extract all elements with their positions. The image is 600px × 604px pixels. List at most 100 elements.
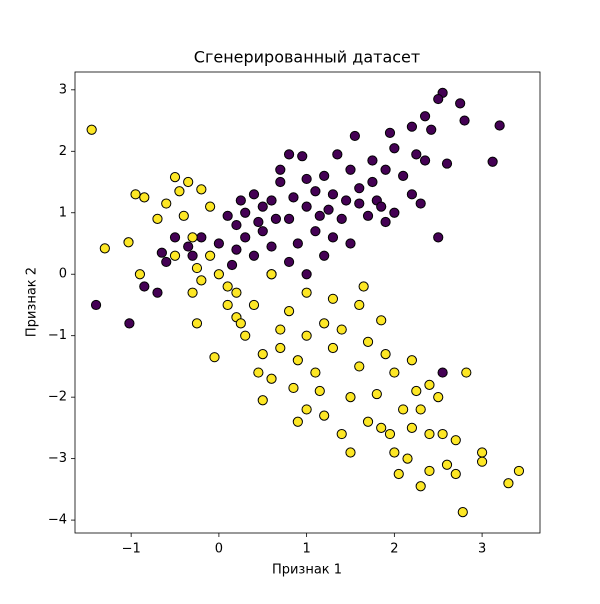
point [345, 392, 356, 403]
point [349, 130, 360, 142]
point [86, 124, 97, 135]
point [130, 189, 141, 200]
point [297, 151, 308, 162]
point [380, 216, 391, 228]
point [191, 318, 203, 329]
point [314, 385, 325, 397]
point [354, 198, 365, 209]
point [266, 373, 277, 384]
point [288, 192, 299, 203]
point [152, 287, 163, 298]
point [319, 318, 330, 329]
point [367, 176, 378, 188]
point [222, 210, 233, 221]
point [459, 115, 470, 126]
chart-title: Сгенерированный датасет [194, 48, 420, 67]
point [336, 428, 347, 440]
point [310, 186, 321, 197]
point [123, 237, 134, 248]
point [257, 201, 268, 212]
point [389, 447, 400, 458]
point [301, 269, 312, 280]
point [398, 404, 409, 415]
x-tick-label: 1 [302, 542, 310, 557]
x-tick-label: −1 [122, 542, 141, 557]
point [362, 210, 374, 221]
point [424, 465, 435, 477]
point [487, 156, 498, 167]
x-axis-label: Признак 1 [272, 563, 342, 578]
point [415, 198, 426, 209]
point [124, 318, 135, 329]
point [156, 247, 167, 258]
point [402, 453, 413, 464]
point [248, 299, 260, 311]
point [275, 164, 286, 175]
point [411, 385, 422, 397]
point [187, 232, 198, 243]
point [240, 232, 251, 243]
point [345, 238, 356, 249]
point [319, 410, 330, 421]
point [275, 342, 286, 354]
y-tick-label: −3 [48, 451, 67, 466]
point [513, 465, 525, 477]
point [209, 352, 220, 363]
point [406, 422, 418, 433]
point [257, 226, 268, 237]
point [222, 281, 233, 292]
point [457, 507, 468, 518]
point [376, 201, 387, 212]
point [178, 210, 189, 221]
point [406, 189, 418, 200]
point [288, 382, 299, 394]
point [354, 361, 365, 372]
point [433, 392, 444, 403]
point [406, 355, 418, 366]
point [437, 428, 448, 440]
point [183, 241, 194, 252]
x-tick-label: 2 [390, 542, 398, 557]
point [301, 404, 312, 415]
point [476, 447, 488, 458]
point [301, 287, 312, 298]
point [319, 170, 330, 181]
point [292, 416, 303, 427]
point [266, 195, 277, 206]
point [362, 336, 374, 347]
point [253, 367, 264, 378]
point [441, 459, 453, 470]
point [450, 435, 461, 446]
point [345, 164, 356, 175]
point [437, 367, 448, 378]
point [275, 176, 286, 188]
point [389, 143, 400, 154]
point [327, 189, 339, 200]
point [169, 250, 181, 261]
point [367, 155, 378, 166]
y-tick-label: −1 [48, 328, 67, 343]
point [310, 367, 321, 378]
point [424, 428, 435, 440]
point [433, 93, 444, 105]
point [257, 395, 268, 406]
point [450, 468, 461, 480]
y-tick-label: 1 [59, 205, 67, 220]
point [231, 287, 242, 298]
point [455, 98, 466, 109]
point [205, 250, 216, 261]
point [310, 226, 321, 237]
y-tick-label: 2 [59, 144, 67, 159]
point [384, 127, 396, 138]
y-tick-label: −4 [48, 513, 67, 528]
point [341, 195, 352, 206]
point [231, 219, 242, 231]
point [139, 281, 150, 292]
point [257, 349, 268, 360]
point [494, 120, 505, 131]
point [90, 299, 102, 311]
point [205, 201, 216, 212]
point [406, 121, 418, 132]
point [283, 149, 295, 160]
point [187, 287, 198, 298]
